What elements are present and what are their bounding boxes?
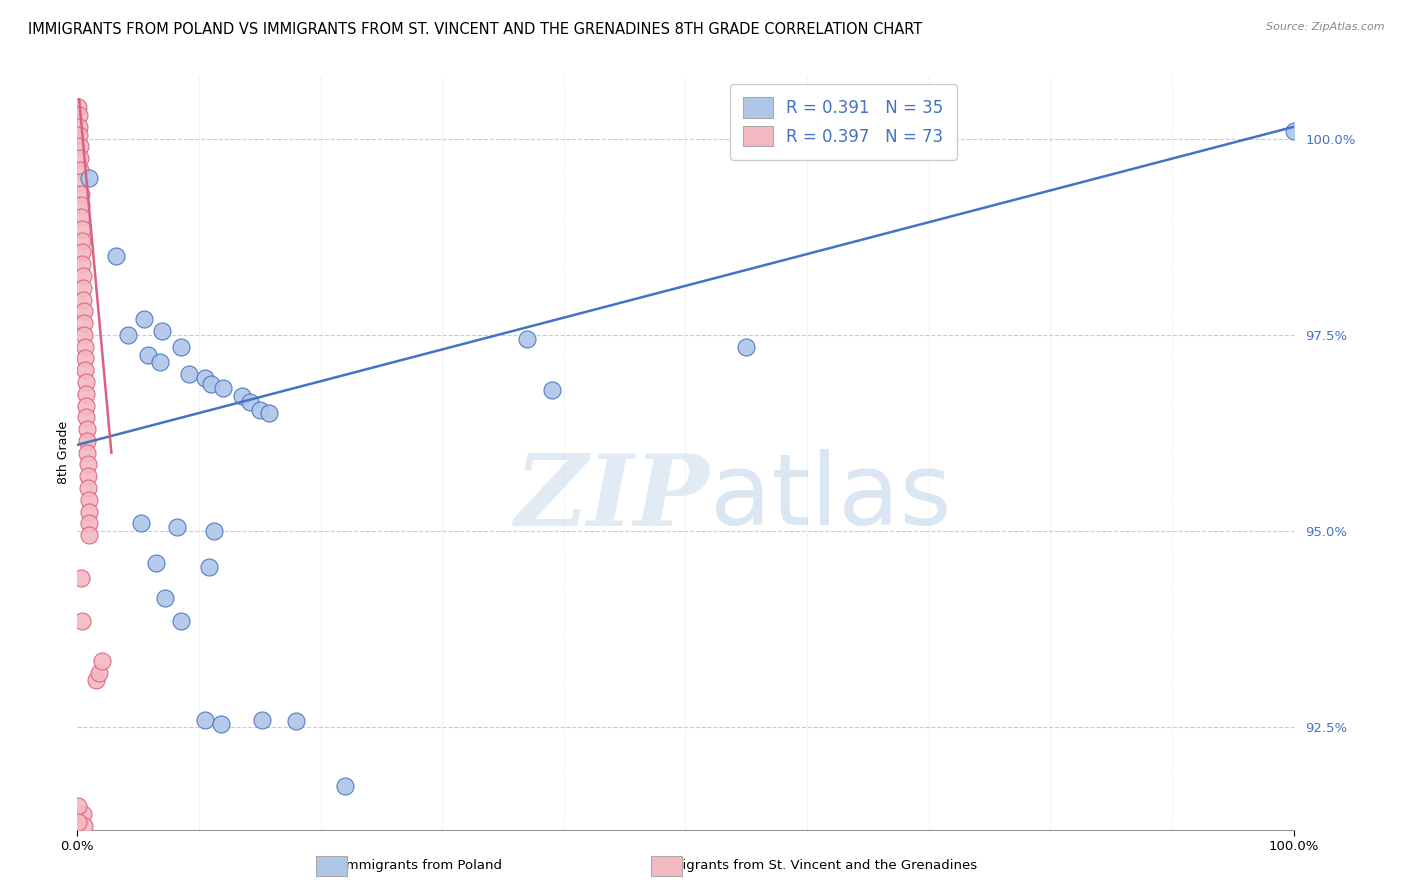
Point [75, 410, 97, 425]
Point [76, 422, 98, 436]
Point [134, 312, 156, 326]
Point [285, 714, 308, 729]
Point [67, 128, 90, 142]
Point [73, 316, 96, 330]
Point [1282, 124, 1305, 138]
Text: Source: ZipAtlas.com: Source: ZipAtlas.com [1267, 22, 1385, 32]
Point [735, 340, 758, 354]
Legend: R = 0.391   N = 35, R = 0.397   N = 73: R = 0.391 N = 35, R = 0.397 N = 73 [730, 84, 957, 160]
Point [72, 304, 94, 318]
Point [170, 340, 193, 354]
Point [194, 713, 217, 727]
Point [72, 257, 94, 271]
Point [152, 324, 174, 338]
Point [66, 100, 89, 114]
Point [194, 371, 217, 385]
Text: IMMIGRANTS FROM POLAND VS IMMIGRANTS FROM ST. VINCENT AND THE GRENADINES 8TH GRA: IMMIGRANTS FROM POLAND VS IMMIGRANTS FRO… [28, 22, 922, 37]
Point [231, 389, 253, 403]
Point [212, 381, 235, 395]
Point [70, 615, 93, 629]
Point [67, 814, 90, 829]
Point [179, 367, 201, 381]
Point [77, 505, 100, 519]
Point [90, 654, 112, 668]
Point [69, 163, 91, 178]
Text: Immigrants from St. Vincent and the Grenadines: Immigrants from St. Vincent and the Gren… [654, 859, 977, 872]
Point [166, 520, 188, 534]
Point [69, 139, 91, 153]
Point [89, 665, 111, 680]
Point [202, 524, 225, 539]
Point [69, 175, 91, 189]
Point [129, 516, 152, 531]
Point [105, 249, 128, 263]
Point [516, 332, 538, 346]
Point [76, 434, 98, 448]
Point [72, 806, 94, 821]
Point [79, 528, 101, 542]
Point [209, 716, 232, 731]
Point [75, 375, 97, 389]
Point [70, 571, 93, 585]
Point [84, 673, 107, 688]
Point [75, 363, 97, 377]
Point [69, 186, 91, 201]
Point [79, 170, 101, 185]
Point [72, 281, 94, 295]
Point [149, 355, 172, 369]
Point [136, 347, 159, 361]
Text: Immigrants from Poland: Immigrants from Poland [342, 859, 502, 872]
Point [73, 340, 96, 354]
Point [76, 445, 98, 459]
Point [117, 327, 139, 342]
Point [250, 713, 273, 727]
Point [197, 559, 219, 574]
Text: ZIP: ZIP [515, 450, 710, 546]
Point [70, 198, 93, 212]
Point [72, 268, 94, 283]
Point [259, 406, 281, 420]
Point [70, 210, 93, 224]
Point [70, 234, 93, 248]
Point [77, 469, 100, 483]
Point [69, 151, 91, 165]
Point [66, 799, 89, 814]
Point [75, 386, 97, 401]
Point [67, 120, 90, 134]
Point [333, 780, 356, 794]
Point [77, 516, 100, 531]
Point [70, 245, 93, 260]
Point [73, 327, 96, 342]
Point [77, 481, 100, 495]
Text: atlas: atlas [710, 450, 952, 547]
Point [73, 351, 96, 366]
Point [76, 458, 98, 472]
Point [239, 394, 262, 409]
Y-axis label: 8th Grade: 8th Grade [58, 421, 70, 484]
Point [67, 108, 90, 122]
Point [200, 376, 222, 391]
Point [153, 591, 176, 605]
Point [75, 399, 97, 413]
Point [540, 383, 562, 397]
Point [145, 556, 167, 570]
Point [77, 492, 100, 507]
Point [249, 402, 271, 417]
Point [70, 222, 93, 236]
Point [170, 615, 193, 629]
Point [72, 293, 94, 307]
Point [73, 819, 96, 833]
